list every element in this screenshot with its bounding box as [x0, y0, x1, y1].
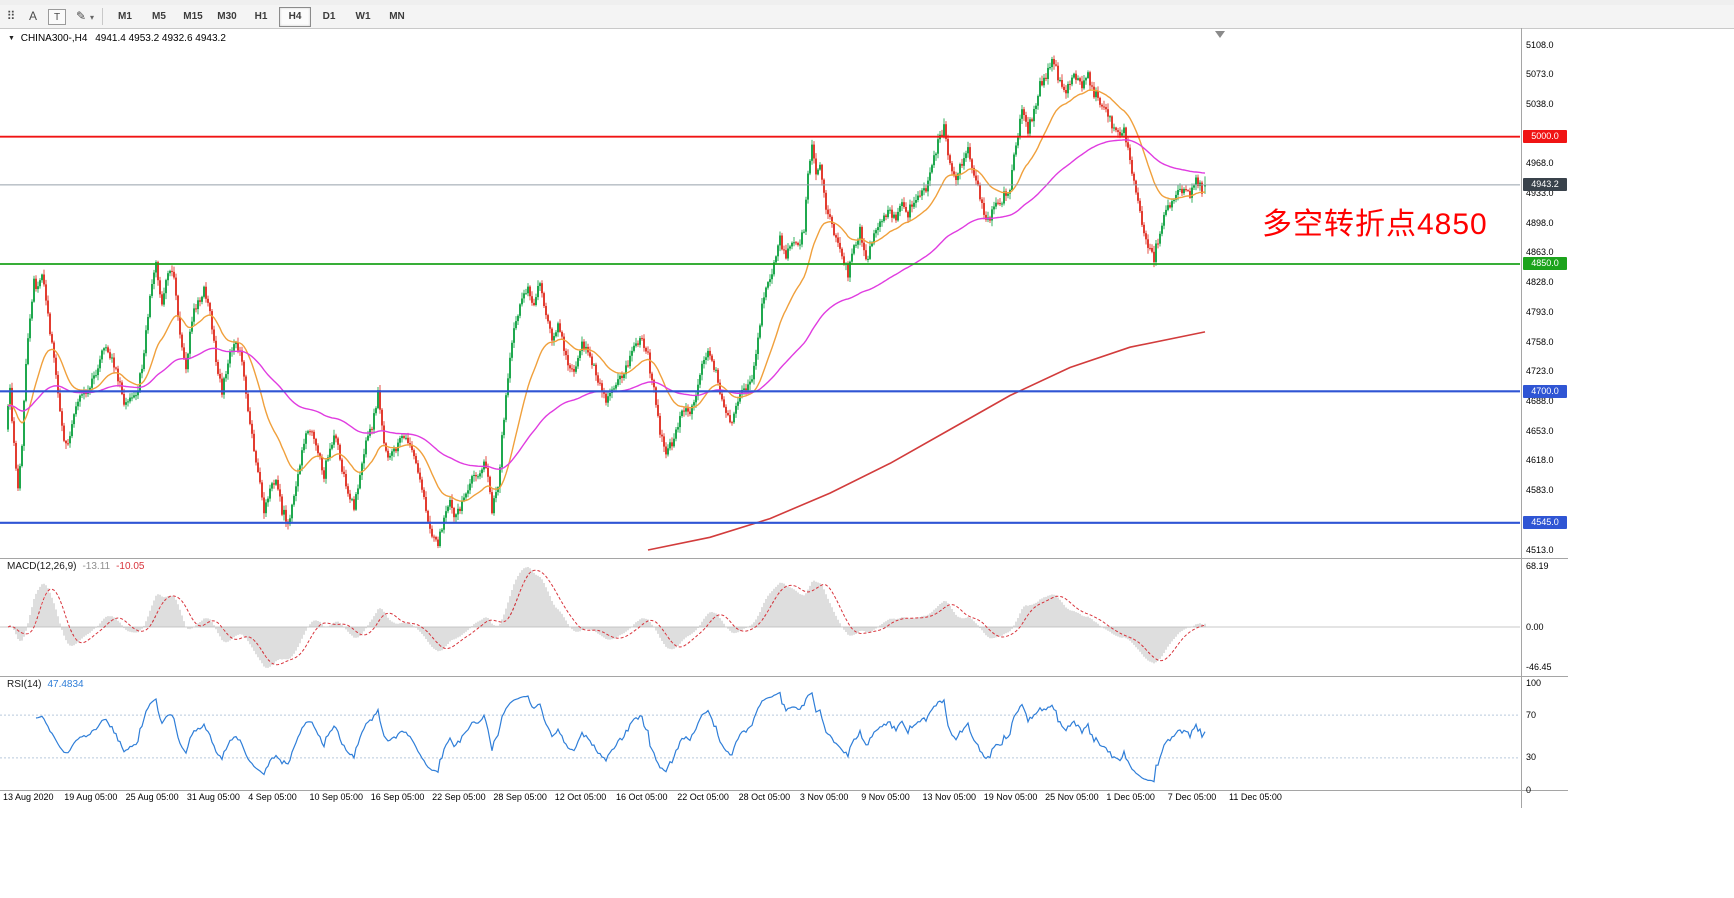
chart-toolbar: ⠿ A T ✎ ▾ M1 M5 M15 M30 H1 H4 D1 W1 MN: [0, 5, 1734, 29]
bid-price-tag: 4943.2: [1523, 178, 1567, 192]
toolbar-separator: [102, 8, 103, 25]
cropped-upper-toolbar: [0, 0, 1734, 5]
time-axis-label: 13 Nov 05:00: [922, 792, 977, 802]
drawing-tools-group: ⠿ A T ✎ ▾: [0, 6, 97, 27]
price-axis-tick: 4933.0: [1526, 188, 1554, 199]
time-axis-label: 16 Sep 05:00: [370, 792, 425, 802]
macd-axis-tick: 0.00: [1526, 621, 1544, 632]
price-axis-separator: [1521, 28, 1522, 808]
timeframe-button-h1[interactable]: H1: [254, 11, 268, 23]
price-axis-tick: 4653.0: [1526, 425, 1554, 436]
macd-label: MACD(12,26,9) -13.11 -10.05: [7, 561, 144, 572]
level-price-tag: 4850.0: [1523, 257, 1567, 271]
time-axis-label: 31 Aug 05:00: [186, 792, 240, 802]
price-axis-tick: 4968.0: [1526, 158, 1554, 169]
price-axis-tick: 4898.0: [1526, 217, 1554, 228]
time-axis-label: 19 Aug 05:00: [64, 792, 118, 802]
rsi-axis-tick: 0: [1526, 784, 1532, 795]
timeframe-button-d1[interactable]: D1: [322, 11, 336, 23]
price-axis-tick: 4828.0: [1526, 277, 1554, 288]
text-label-tool-icon[interactable]: T: [48, 9, 66, 26]
time-axis-label: 22 Sep 05:00: [432, 792, 486, 802]
arrow-text-tool-icon[interactable]: A: [28, 8, 37, 23]
time-axis-label: 25 Nov 05:00: [1045, 792, 1099, 802]
toolbar-drag-handle-icon[interactable]: ⠿: [6, 8, 16, 23]
time-axis-separator: [0, 790, 1568, 791]
price-axis-tick: 4723.0: [1526, 366, 1554, 377]
price-axis-tick: 4758.0: [1526, 336, 1554, 347]
price-axis-tick: 5038.0: [1526, 98, 1554, 109]
level-price-tag: 5000.0: [1523, 130, 1567, 144]
rsi-panel-separator[interactable]: [0, 676, 1568, 677]
rsi-axis-tick: 30: [1526, 752, 1537, 763]
draw-tool-caret-icon[interactable]: ▾: [89, 12, 94, 22]
time-axis-label: 4 Sep 05:00: [248, 792, 297, 802]
level-price-tag: 4545.0: [1523, 516, 1567, 530]
time-axis-label: 1 Dec 05:00: [1106, 792, 1155, 802]
time-axis-label: 9 Nov 05:00: [861, 792, 910, 802]
time-axis-label: 13 Aug 2020: [3, 792, 54, 802]
time-axis-label: 28 Sep 05:00: [493, 792, 547, 802]
rsi-axis-tick: 70: [1526, 709, 1537, 720]
timeframe-button-m15[interactable]: M15: [183, 11, 203, 23]
macd-axis-tick: 68.19: [1526, 561, 1549, 572]
macd-name: MACD(12,26,9): [7, 561, 77, 572]
price-axis-tick: 4688.0: [1526, 395, 1554, 406]
timeframe-buttons-group: M1 M5 M15 M30 H1 H4 D1 W1 MN: [108, 6, 414, 27]
time-axis-label: 22 Oct 05:00: [677, 792, 729, 802]
time-axis-label: 7 Dec 05:00: [1167, 792, 1217, 802]
chart-header: ▼ CHINA300-,H4 4941.4 4953.2 4932.6 4943…: [8, 33, 226, 44]
symbol-timeframe-label: CHINA300-,H4: [20, 33, 88, 44]
macd-axis-tick: -46.45: [1526, 662, 1552, 673]
time-axis-label: 3 Nov 05:00: [799, 792, 849, 802]
time-axis-label: 19 Nov 05:00: [983, 792, 1038, 802]
macd-panel-separator[interactable]: [0, 558, 1568, 559]
time-axis-label: 10 Sep 05:00: [309, 792, 364, 802]
symbol-dropdown-icon[interactable]: ▼: [8, 35, 15, 42]
macd-main-value: -13.11: [82, 561, 111, 572]
time-axis-label: 16 Oct 05:00: [616, 792, 668, 802]
macd-signal-value: -10.05: [116, 561, 145, 572]
price-axis-tick: 4513.0: [1526, 544, 1554, 555]
price-axis-tick: 4583.0: [1526, 485, 1554, 496]
timeframe-button-m30[interactable]: M30: [217, 11, 237, 23]
time-axis-label: 11 Dec 05:00: [1229, 792, 1282, 802]
timeframe-button-h4[interactable]: H4: [279, 6, 311, 27]
time-axis-label: 25 Aug 05:00: [125, 792, 179, 802]
rsi-label: RSI(14) 47.4834: [7, 679, 84, 690]
level-price-tag: 4700.0: [1523, 384, 1567, 398]
timeframe-button-mn[interactable]: MN: [389, 11, 405, 23]
price-axis-tick: 4618.0: [1526, 455, 1554, 466]
macd-indicator-panel[interactable]: [0, 558, 1520, 676]
main-price-chart[interactable]: [0, 28, 1520, 558]
price-axis-tick: 4793.0: [1526, 306, 1554, 317]
timeframe-button-m5[interactable]: M5: [152, 11, 166, 23]
timeframe-button-w1[interactable]: W1: [355, 11, 371, 23]
timeframe-button-m1[interactable]: M1: [118, 11, 132, 23]
chart-annotation-text: 多空转折点4850: [1262, 208, 1488, 241]
rsi-axis-tick: 100: [1526, 677, 1542, 688]
time-axis-label: 28 Oct 05:00: [738, 792, 791, 802]
chart-shift-marker-icon: [1215, 31, 1225, 38]
price-axis-tick: 4863.0: [1526, 247, 1554, 258]
rsi-name: RSI(14): [7, 679, 42, 690]
time-axis-label: 12 Oct 05:00: [554, 792, 607, 802]
ohlc-values: 4941.4 4953.2 4932.6 4943.2: [95, 33, 226, 44]
price-axis-tick: 5108.0: [1526, 39, 1554, 50]
rsi-value: 47.4834: [47, 679, 84, 690]
draw-tool-icon[interactable]: ✎: [75, 8, 87, 23]
price-axis-tick: 5073.0: [1526, 69, 1554, 80]
rsi-indicator-panel[interactable]: [0, 676, 1520, 790]
